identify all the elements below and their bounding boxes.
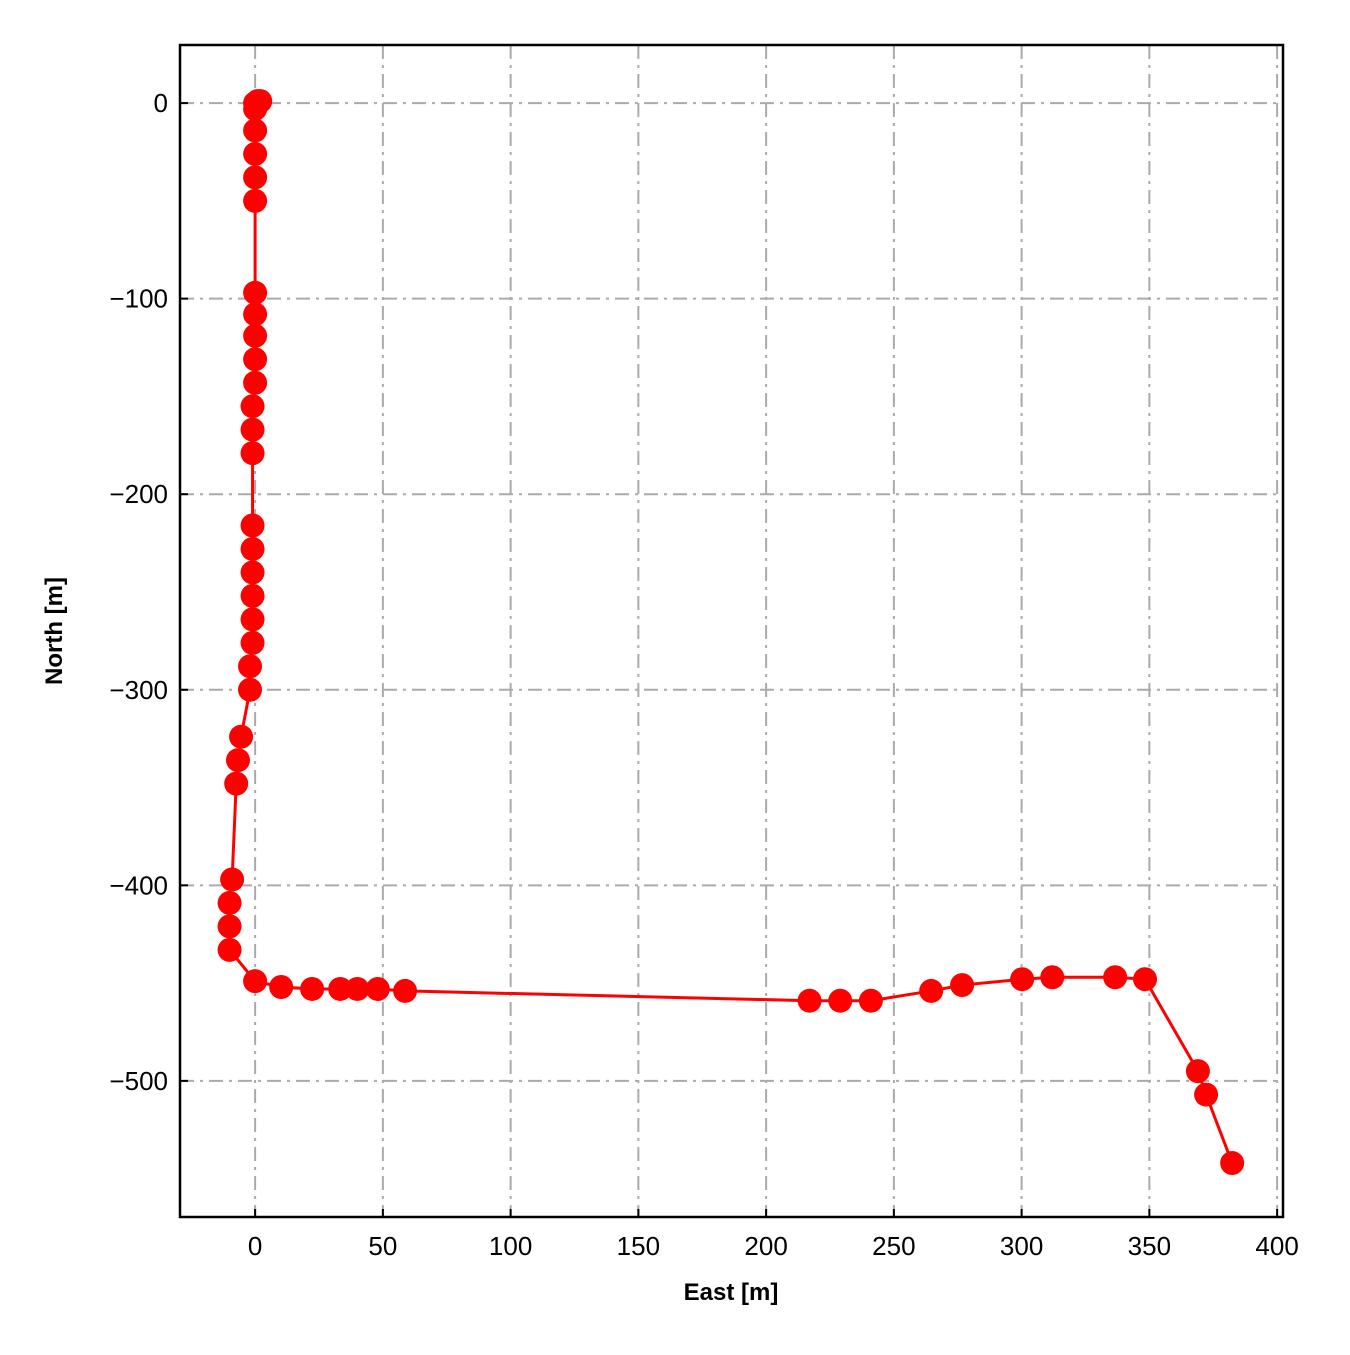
y-tick-label: −400 bbox=[109, 870, 168, 900]
marker bbox=[243, 969, 268, 994]
marker bbox=[919, 978, 944, 1003]
x-tick-label: 100 bbox=[489, 1231, 532, 1261]
marker bbox=[240, 441, 265, 466]
x-tick-label: 200 bbox=[744, 1231, 787, 1261]
y-tick-label: −300 bbox=[109, 675, 168, 705]
marker bbox=[217, 937, 242, 962]
marker bbox=[1185, 1059, 1210, 1084]
marker bbox=[217, 890, 242, 915]
marker bbox=[238, 677, 263, 702]
marker bbox=[1194, 1082, 1219, 1107]
y-tick-label: −200 bbox=[109, 479, 168, 509]
x-axis-label: East [m] bbox=[684, 1279, 779, 1306]
marker bbox=[229, 724, 254, 749]
marker bbox=[797, 988, 822, 1013]
marker bbox=[220, 867, 245, 892]
marker bbox=[240, 536, 265, 561]
x-tick-label: 0 bbox=[248, 1231, 262, 1261]
marker bbox=[243, 141, 268, 166]
marker bbox=[1040, 965, 1065, 990]
marker bbox=[243, 118, 268, 143]
marker bbox=[240, 560, 265, 585]
x-tick-label: 350 bbox=[1128, 1231, 1171, 1261]
marker bbox=[950, 973, 975, 998]
marker bbox=[1010, 967, 1035, 992]
marker bbox=[240, 607, 265, 632]
marker bbox=[217, 914, 242, 939]
x-tick-label: 50 bbox=[368, 1231, 397, 1261]
marker bbox=[345, 976, 370, 1001]
marker bbox=[238, 654, 263, 679]
marker bbox=[300, 976, 325, 1001]
marker bbox=[243, 370, 268, 395]
x-tick-label: 250 bbox=[872, 1231, 915, 1261]
x-tick-label: 150 bbox=[617, 1231, 660, 1261]
marker bbox=[240, 513, 265, 538]
marker bbox=[240, 417, 265, 442]
y-tick-label: −100 bbox=[109, 284, 168, 314]
marker bbox=[1103, 965, 1128, 990]
y-tick-label: 0 bbox=[154, 88, 168, 118]
marker bbox=[328, 976, 353, 1001]
plot-frame bbox=[178, 43, 1285, 1219]
marker bbox=[243, 188, 268, 213]
x-tick-label: 400 bbox=[1255, 1231, 1298, 1261]
marker bbox=[243, 323, 268, 348]
marker bbox=[1220, 1151, 1245, 1176]
marker bbox=[240, 394, 265, 419]
marker bbox=[243, 302, 268, 327]
marker bbox=[858, 988, 883, 1013]
marker bbox=[393, 978, 418, 1003]
marker bbox=[1133, 967, 1158, 992]
marker bbox=[240, 630, 265, 655]
marker bbox=[828, 988, 853, 1013]
x-tick-label: 300 bbox=[1000, 1231, 1043, 1261]
marker bbox=[365, 976, 390, 1001]
marker bbox=[269, 975, 294, 1000]
marker bbox=[243, 347, 268, 372]
marker bbox=[243, 280, 268, 305]
y-tick-label: −500 bbox=[109, 1066, 168, 1096]
marker bbox=[225, 748, 250, 773]
y-axis-label: North [m] bbox=[41, 577, 68, 685]
line bbox=[228, 99, 1234, 1164]
marker bbox=[243, 96, 268, 121]
marker bbox=[224, 771, 249, 796]
marker bbox=[243, 165, 268, 190]
marker bbox=[240, 583, 265, 608]
